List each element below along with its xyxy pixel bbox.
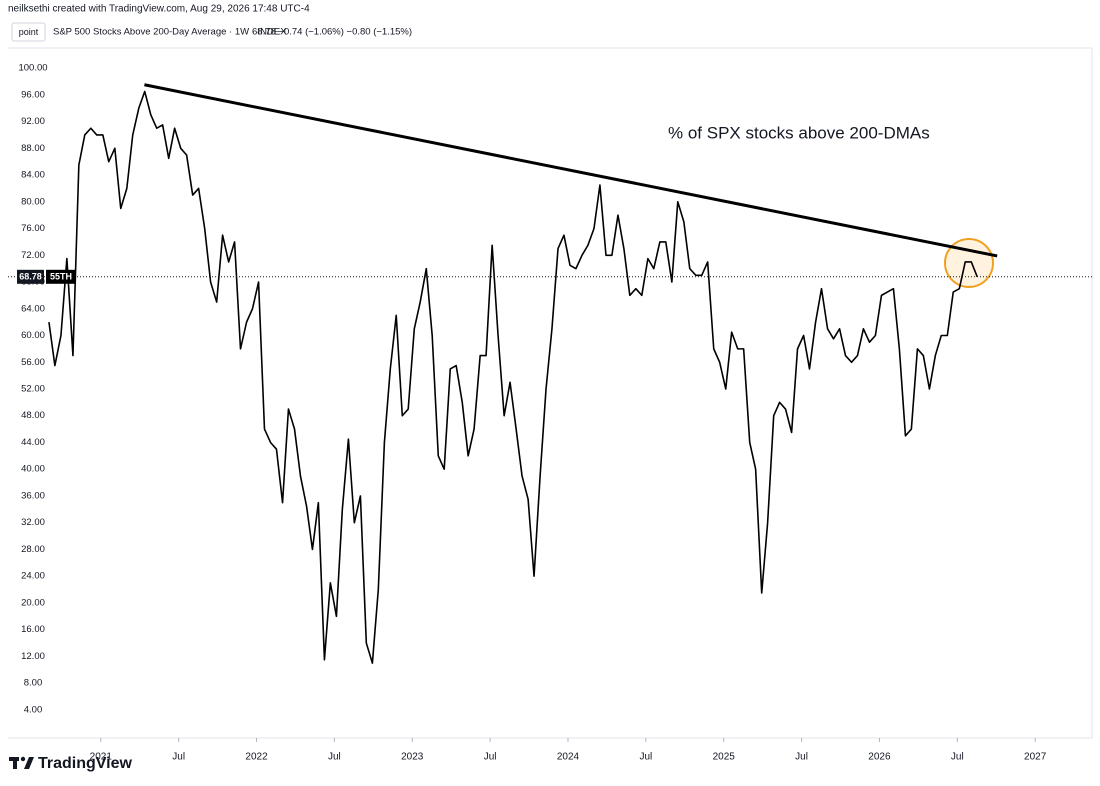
y-tick-label: 8.00 xyxy=(24,678,43,689)
x-tick-label: 2024 xyxy=(557,752,580,763)
y-tick-label: 64.00 xyxy=(21,303,45,314)
y-tick-label: 56.00 xyxy=(21,357,45,368)
y-tick-label: 12.00 xyxy=(21,651,45,662)
point-button-label[interactable]: point xyxy=(19,27,39,37)
series-line xyxy=(48,90,978,664)
legend-values: 68.78 −0.74 (−1.06%) −0.80 (−1.15%) xyxy=(252,27,412,38)
x-tick-label: 2022 xyxy=(245,752,268,763)
y-tick-label: 72.00 xyxy=(21,250,45,261)
y-tick-label: 16.00 xyxy=(21,624,45,635)
footer-brand: TradingView xyxy=(38,755,133,772)
y-tick-label: 52.00 xyxy=(21,384,45,395)
last-value-box xyxy=(17,269,44,284)
credit: neilksethi created with TradingView.com,… xyxy=(8,4,310,15)
y-tick-label: 76.00 xyxy=(21,223,45,234)
footer-logo xyxy=(9,756,34,769)
y-tick-label: 32.00 xyxy=(21,517,45,528)
y-tick-label: 36.00 xyxy=(21,490,45,501)
y-tick-label: 80.00 xyxy=(21,196,45,207)
y-tick-label: 40.00 xyxy=(21,464,45,475)
y-tick-label: 24.00 xyxy=(21,571,45,582)
y-tick-label: 48.00 xyxy=(21,410,45,421)
point-button[interactable] xyxy=(11,22,46,42)
y-tick-label: 84.00 xyxy=(21,170,45,181)
logo-dot xyxy=(20,756,26,762)
x-tick-label: 2026 xyxy=(868,752,891,763)
x-tick-label: 2021 xyxy=(90,752,113,763)
y-tick-label: 96.00 xyxy=(21,89,45,100)
last-value-label: 68.78 xyxy=(19,272,42,282)
y-tick-label: 44.00 xyxy=(21,437,45,448)
y-tick-label: 92.00 xyxy=(21,116,45,127)
x-tick-label: Jul xyxy=(484,752,497,763)
y-tick-label: 100.00 xyxy=(18,63,47,74)
legend-title: S&P 500 Stocks Above 200-Day Average · 1… xyxy=(53,27,287,38)
y-tick-label: 60.00 xyxy=(21,330,45,341)
x-tick-label: Jul xyxy=(639,752,652,763)
x-tick-label: Jul xyxy=(172,752,185,763)
y-tick-label: 4.00 xyxy=(24,704,43,715)
x-tick-label: Jul xyxy=(951,752,964,763)
trend-line xyxy=(144,83,998,258)
symbol-label: 55TH xyxy=(50,272,72,282)
logo-stem xyxy=(13,757,17,769)
x-tick-label: 2027 xyxy=(1024,752,1047,763)
annotation: % of SPX stocks above 200-DMAs xyxy=(668,123,930,142)
x-tick-label: 2023 xyxy=(401,752,424,763)
y-tick-label: 20.00 xyxy=(21,597,45,608)
symbol-box xyxy=(46,269,76,284)
x-tick-label: Jul xyxy=(795,752,808,763)
y-tick-label: 28.00 xyxy=(21,544,45,555)
highlight-circle xyxy=(944,238,994,288)
x-tick-label: Jul xyxy=(328,752,341,763)
y-tick-label: 88.00 xyxy=(21,143,45,154)
logo-slash xyxy=(24,757,34,769)
x-tick-label: 2025 xyxy=(713,752,736,763)
